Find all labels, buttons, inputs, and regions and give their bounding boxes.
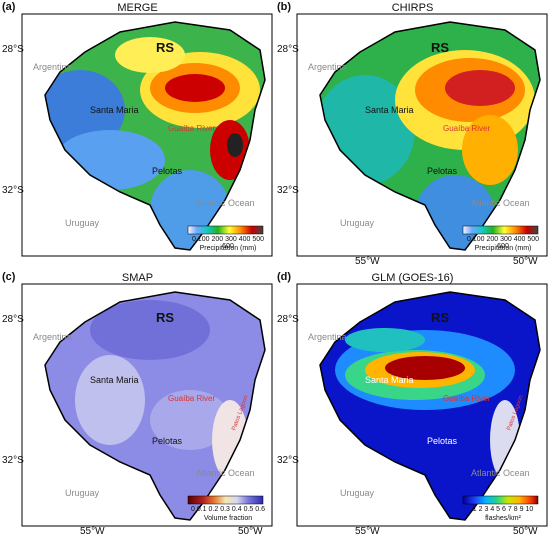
label-guaiba: Guaíba River: [168, 394, 216, 403]
map-smap: [21, 283, 273, 527]
label-rs: RS: [156, 310, 175, 325]
lat-tick: 32°S: [277, 185, 299, 196]
label-pelotas: Pelotas: [427, 166, 458, 176]
label-atlantic: Atlantic Ocean: [471, 198, 530, 208]
label-pelotas: Pelotas: [152, 166, 183, 176]
state-border: [319, 291, 541, 521]
lon-tick: 55°W: [355, 256, 380, 267]
colorbar-title: Volume fraction: [203, 515, 253, 522]
state-border: [44, 21, 266, 251]
lon-tick: 50°W: [513, 526, 538, 537]
label-uruguay: Uruguay: [65, 488, 100, 498]
lat-tick: 32°S: [2, 185, 24, 196]
lat-tick: 28°S: [277, 314, 299, 325]
label-guaiba: Guaíba River: [168, 124, 216, 133]
label-argentina: Argentina: [308, 332, 347, 342]
label-atlantic: Atlantic Ocean: [196, 468, 255, 478]
label-atlantic: Atlantic Ocean: [196, 198, 255, 208]
panel-label: (d): [277, 271, 292, 283]
lat-tick: 32°S: [277, 455, 299, 466]
label-uruguay: Uruguay: [340, 218, 375, 228]
lon-tick: 55°W: [80, 526, 105, 537]
state-border: [44, 291, 266, 521]
panel-title: SMAP: [121, 272, 154, 284]
state-border: [319, 21, 541, 251]
label-rs: RS: [156, 40, 175, 55]
label-santa-maria: Santa Maria: [90, 105, 139, 115]
colorbar-ticks: 0 100 200 300 400 500 600: [191, 236, 265, 250]
colorbar-title: Precipitation (mm): [474, 245, 532, 252]
label-guaiba: Guaíba River: [443, 124, 491, 133]
label-rs: RS: [431, 40, 450, 55]
label-santa-maria: Santa Maria: [365, 105, 414, 115]
colorbar-title: flashes/km²: [485, 515, 521, 522]
label-guaiba: Guaíba River: [443, 394, 491, 403]
label-argentina: Argentina: [308, 62, 347, 72]
colorbar: [187, 495, 264, 505]
label-rs: RS: [431, 310, 450, 325]
panel-title: GLM (GOES-16): [371, 272, 454, 284]
label-pelotas: Pelotas: [427, 436, 458, 446]
lat-tick: 28°S: [2, 314, 24, 325]
panel-label: (a): [2, 1, 16, 13]
label-argentina: Argentina: [33, 62, 72, 72]
lon-tick: 55°W: [355, 526, 380, 537]
label-uruguay: Uruguay: [65, 218, 100, 228]
lat-tick: 28°S: [2, 44, 24, 55]
label-argentina: Argentina: [33, 332, 72, 342]
colorbar-ticks: 1 2 3 4 5 6 7 8 9 10: [472, 506, 534, 513]
colorbar-ticks: 0 100 200 300 400 500 600: [466, 236, 540, 250]
colorbar-title: Precipitation (mm): [199, 245, 257, 252]
map-glm: [296, 283, 548, 527]
colorbar-ticks: 0 0.1 0.2 0.3 0.4 0.5 0.6: [190, 506, 266, 513]
map-chirps: [296, 13, 548, 257]
panel-label: (b): [277, 1, 292, 13]
panel-glm: (d) GLM (GOES-16) RS Argentina Uruguay A…: [275, 270, 550, 540]
label-uruguay: Uruguay: [340, 488, 375, 498]
lon-tick: 50°W: [238, 526, 263, 537]
panel-smap: (c) SMAP RS Argentina Uruguay Atlantic O…: [0, 270, 275, 540]
panel-title: MERGE: [117, 2, 158, 14]
label-pelotas: Pelotas: [152, 436, 183, 446]
label-santa-maria: Santa Maria: [365, 375, 414, 385]
label-santa-maria: Santa Maria: [90, 375, 139, 385]
colorbar: [462, 225, 539, 235]
lat-tick: 28°S: [277, 44, 299, 55]
lat-tick: 32°S: [2, 455, 24, 466]
colorbar: [462, 495, 539, 505]
map-merge: [21, 13, 273, 257]
panel-chirps: (b) CHIRPS RS Argentina Uruguay Atlantic…: [275, 0, 550, 270]
lon-tick: 50°W: [513, 256, 538, 267]
panel-label: (c): [2, 271, 16, 283]
panel-title: CHIRPS: [391, 2, 434, 14]
panel-merge: (a) MERGE RS Argentina Uruguay Atlantic …: [0, 0, 275, 270]
colorbar: [187, 225, 264, 235]
label-atlantic: Atlantic Ocean: [471, 468, 530, 478]
